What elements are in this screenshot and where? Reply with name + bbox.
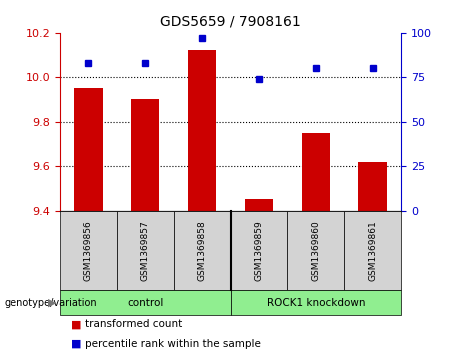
Text: GSM1369857: GSM1369857 bbox=[141, 220, 150, 281]
Text: GDS5659 / 7908161: GDS5659 / 7908161 bbox=[160, 15, 301, 29]
Text: ROCK1 knockdown: ROCK1 knockdown bbox=[266, 298, 365, 308]
Text: ■: ■ bbox=[71, 319, 82, 329]
Text: genotype/variation: genotype/variation bbox=[5, 298, 97, 308]
Text: transformed count: transformed count bbox=[85, 319, 183, 329]
Text: GSM1369859: GSM1369859 bbox=[254, 220, 263, 281]
Text: GSM1369861: GSM1369861 bbox=[368, 220, 377, 281]
Bar bbox=[301, 133, 330, 211]
Bar bbox=[131, 99, 160, 211]
Text: percentile rank within the sample: percentile rank within the sample bbox=[85, 339, 261, 349]
Bar bbox=[188, 50, 216, 211]
Text: GSM1369856: GSM1369856 bbox=[84, 220, 93, 281]
Bar bbox=[358, 162, 387, 211]
Bar bbox=[245, 199, 273, 211]
Text: ■: ■ bbox=[71, 339, 82, 349]
Bar bbox=[74, 88, 102, 211]
Text: GSM1369860: GSM1369860 bbox=[311, 220, 320, 281]
Text: control: control bbox=[127, 298, 163, 308]
Text: ▶: ▶ bbox=[48, 298, 57, 308]
Text: GSM1369858: GSM1369858 bbox=[198, 220, 207, 281]
